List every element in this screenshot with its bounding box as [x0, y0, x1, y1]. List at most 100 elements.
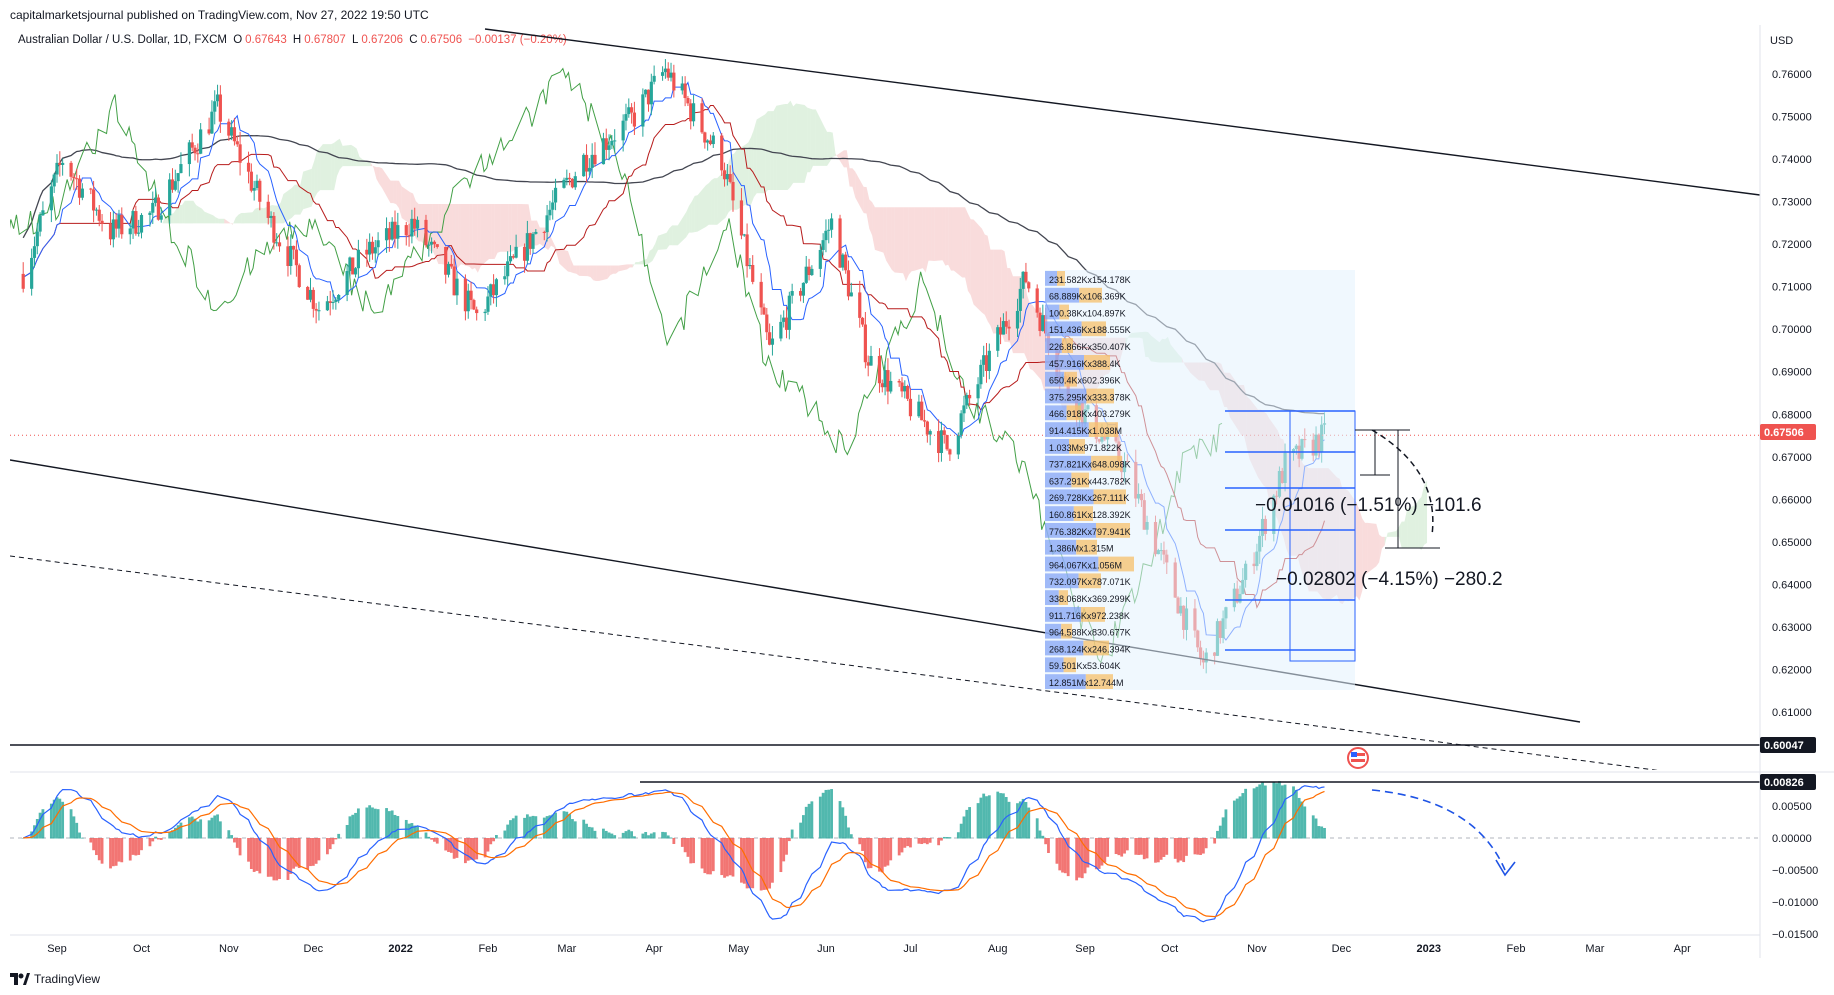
- macd-histogram-bar: [1179, 838, 1183, 861]
- macd-histogram-bar: [940, 838, 943, 841]
- volume-profile-bar-up: [1045, 271, 1057, 286]
- macd-histogram-bar: [1142, 838, 1146, 860]
- candle-body: [700, 103, 704, 133]
- time-axis[interactable]: Sep Oct Nov Dec 2022 Feb Mar Apr May Jun Jul Aug Sep…: [47, 943, 1691, 955]
- candle-body: [196, 153, 200, 155]
- candle-body: [784, 317, 789, 330]
- macd-histogram-bar: [75, 822, 79, 839]
- candle-body: [962, 405, 966, 414]
- candle-body: [722, 170, 727, 180]
- candle-body: [1041, 315, 1045, 331]
- ichimoku-cloud-segment: [1387, 531, 1397, 537]
- ichimoku-cloud-segment: [708, 179, 712, 225]
- macd-histogram-bar: [1320, 826, 1324, 839]
- macd-histogram-bar: [449, 838, 453, 853]
- high-label: H: [292, 34, 302, 46]
- macd-histogram-bar: [607, 832, 611, 839]
- candle-body: [745, 234, 749, 267]
- macd-histogram-bar: [393, 814, 397, 839]
- candle-body: [607, 145, 611, 150]
- ichimoku-cloud-segment: [610, 265, 614, 276]
- candle-body: [108, 223, 113, 240]
- ichimoku-cloud-segment: [970, 219, 974, 305]
- volume-profile-bar-up: [1045, 338, 1062, 353]
- price-tick-label: 0.65000: [1772, 537, 1812, 549]
- candle-body: [624, 114, 628, 121]
- symbol-name[interactable]: Australian Dollar / U.S. Dollar, 1D, FXC…: [18, 34, 227, 46]
- candle-body: [61, 162, 65, 165]
- tradingview-logo[interactable]: TradingView: [10, 972, 100, 986]
- macd-projection-arrow: [1371, 789, 1506, 871]
- macd-histogram-bar: [190, 816, 194, 839]
- macd-histogram-bar: [207, 820, 211, 839]
- projection-arrow-path: [1371, 429, 1434, 536]
- macd-histogram-bar: [297, 838, 301, 869]
- ichimoku-cloud-segment: [1041, 317, 1044, 391]
- volume-profile-bar-down: [1061, 623, 1072, 639]
- macd-histogram-bar: [58, 798, 62, 839]
- macd-histogram-bar: [925, 838, 929, 845]
- ichimoku-cloud-segment: [173, 208, 177, 224]
- macd-histogram-bar: [666, 835, 670, 839]
- candle-body: [587, 167, 591, 172]
- candle-body: [297, 265, 301, 287]
- macd-histogram-bar: [723, 838, 726, 878]
- candle-body: [187, 142, 191, 165]
- measure-annotation-1: −0.01016 (−1.51%) −101.6: [1255, 495, 1482, 516]
- ichimoku-cloud-segment: [480, 204, 490, 267]
- candle-body: [190, 142, 194, 148]
- candle-body: [680, 83, 684, 91]
- price-axis[interactable]: 0.76000 0.75000 0.74000 0.73000 0.72000 0.710…: [1772, 69, 1812, 719]
- ichimoku-cloud-segment: [548, 227, 552, 251]
- macd-histogram-bar: [883, 838, 887, 867]
- macd-histogram-bar: [709, 838, 712, 875]
- candle-body: [548, 209, 552, 216]
- candle-body: [168, 179, 172, 216]
- macd-histogram-bar: [948, 837, 952, 839]
- ichimoku-cloud-segment: [697, 185, 706, 232]
- macd-histogram-bar: [542, 817, 546, 839]
- candle-body: [824, 230, 828, 241]
- macd-histogram-bar: [897, 838, 901, 856]
- macd-histogram-bar: [235, 838, 239, 848]
- macd-axis[interactable]: 0.00500 0.00000 −0.00500 −0.01000 −0.01500: [1772, 801, 1818, 941]
- candle-body: [365, 249, 369, 255]
- macd-histogram-bar: [1078, 838, 1081, 878]
- time-tick-label: Jun: [817, 943, 835, 955]
- candle-body: [170, 179, 175, 190]
- macd-histogram-bar: [982, 793, 986, 839]
- ichimoku-cloud-segment: [280, 194, 284, 224]
- macd-histogram-bar: [1114, 838, 1118, 855]
- candle-body: [1024, 271, 1028, 283]
- macd-histogram-bar: [199, 819, 203, 839]
- candle-body: [52, 174, 56, 187]
- ichimoku-cloud-segment: [300, 171, 304, 215]
- time-tick-label: Oct: [133, 943, 150, 955]
- macd-pane[interactable]: [10, 781, 1760, 923]
- candle-body: [292, 245, 296, 250]
- ichimoku-cloud-segment: [334, 140, 337, 191]
- macd-histogram-bar: [689, 838, 693, 864]
- candle-body: [590, 154, 594, 168]
- volume-profile-label: 226.866Kx350.407K: [1049, 342, 1131, 352]
- macd-histogram-bar: [742, 838, 746, 884]
- ichimoku-cloud-segment: [311, 160, 315, 207]
- macd-histogram-bar: [80, 837, 84, 839]
- ichimoku-cloud-segment: [590, 265, 594, 281]
- symbol-legend[interactable]: Australian Dollar / U.S. Dollar, 1D, FXC…: [18, 34, 570, 46]
- macd-histogram-bar: [509, 820, 512, 839]
- candle-body: [444, 246, 448, 275]
- us-flag-event-icon[interactable]: [1347, 747, 1369, 769]
- macd-histogram-bar: [371, 807, 374, 839]
- volume-profile-bar-up: [1045, 472, 1072, 488]
- price-pane[interactable]: 231.582Kx154.178K 68.889Kx106.369K 100.38K…: [0, 28, 1760, 772]
- macd-histogram-bar: [171, 830, 174, 839]
- candle-body: [466, 290, 470, 312]
- candle-body: [956, 435, 960, 455]
- time-tick-label: 2022: [388, 943, 412, 955]
- candle-body: [148, 212, 152, 215]
- macd-histogram-bar: [1218, 825, 1222, 839]
- macd-histogram-bar: [686, 838, 690, 857]
- candle-body: [663, 68, 667, 73]
